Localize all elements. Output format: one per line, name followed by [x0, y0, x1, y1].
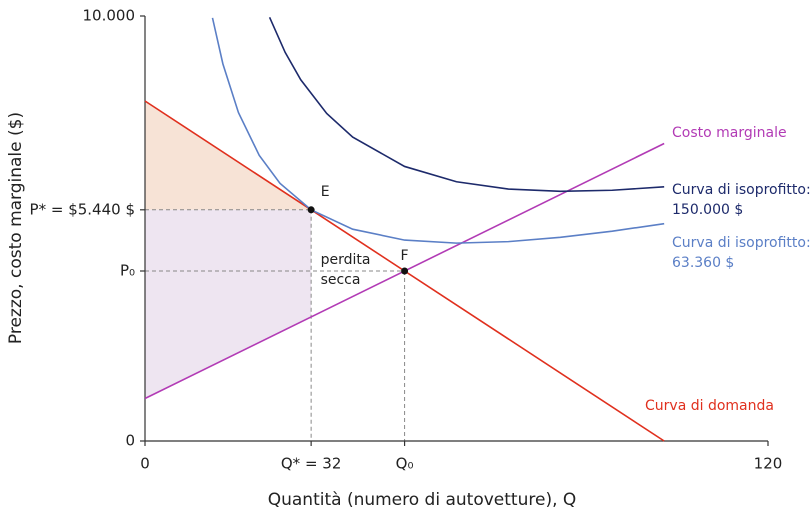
y-tick-label: P* = $5.440 $: [30, 200, 135, 218]
curve: [211, 17, 665, 244]
x-tick-label: Q* = 32: [281, 455, 342, 473]
curve: [268, 16, 665, 193]
x-tick-label: Q₀: [396, 455, 414, 473]
curve-label: 63.360 $: [672, 255, 734, 271]
producer-surplus-area: [145, 209, 312, 399]
y-tick-label: 10.000: [83, 7, 136, 25]
point: [307, 206, 315, 214]
x-tick-label: 0: [140, 455, 150, 473]
y-tick-label: 0: [125, 432, 135, 450]
y-tick-label: P₀: [120, 262, 135, 280]
annotation: perdita: [321, 252, 371, 268]
point-label: F: [401, 248, 409, 264]
curve-label: Curva di isoprofitto:: [672, 235, 810, 251]
x-axis-title: Quantità (numero di autovetture), Q: [268, 490, 577, 510]
point-label: E: [321, 184, 330, 200]
curve-label: Curva di isoprofitto:: [672, 182, 810, 198]
curve-label: 150.000 $: [672, 202, 743, 218]
point: [401, 267, 409, 275]
y-axis-title: Prezzo, costo marginale ($): [6, 112, 26, 344]
curve-label: Curva di domanda: [645, 398, 774, 414]
curve-label: Costo marginale: [672, 125, 787, 141]
x-tick-label: 120: [754, 455, 783, 473]
annotation: secca: [321, 272, 361, 288]
